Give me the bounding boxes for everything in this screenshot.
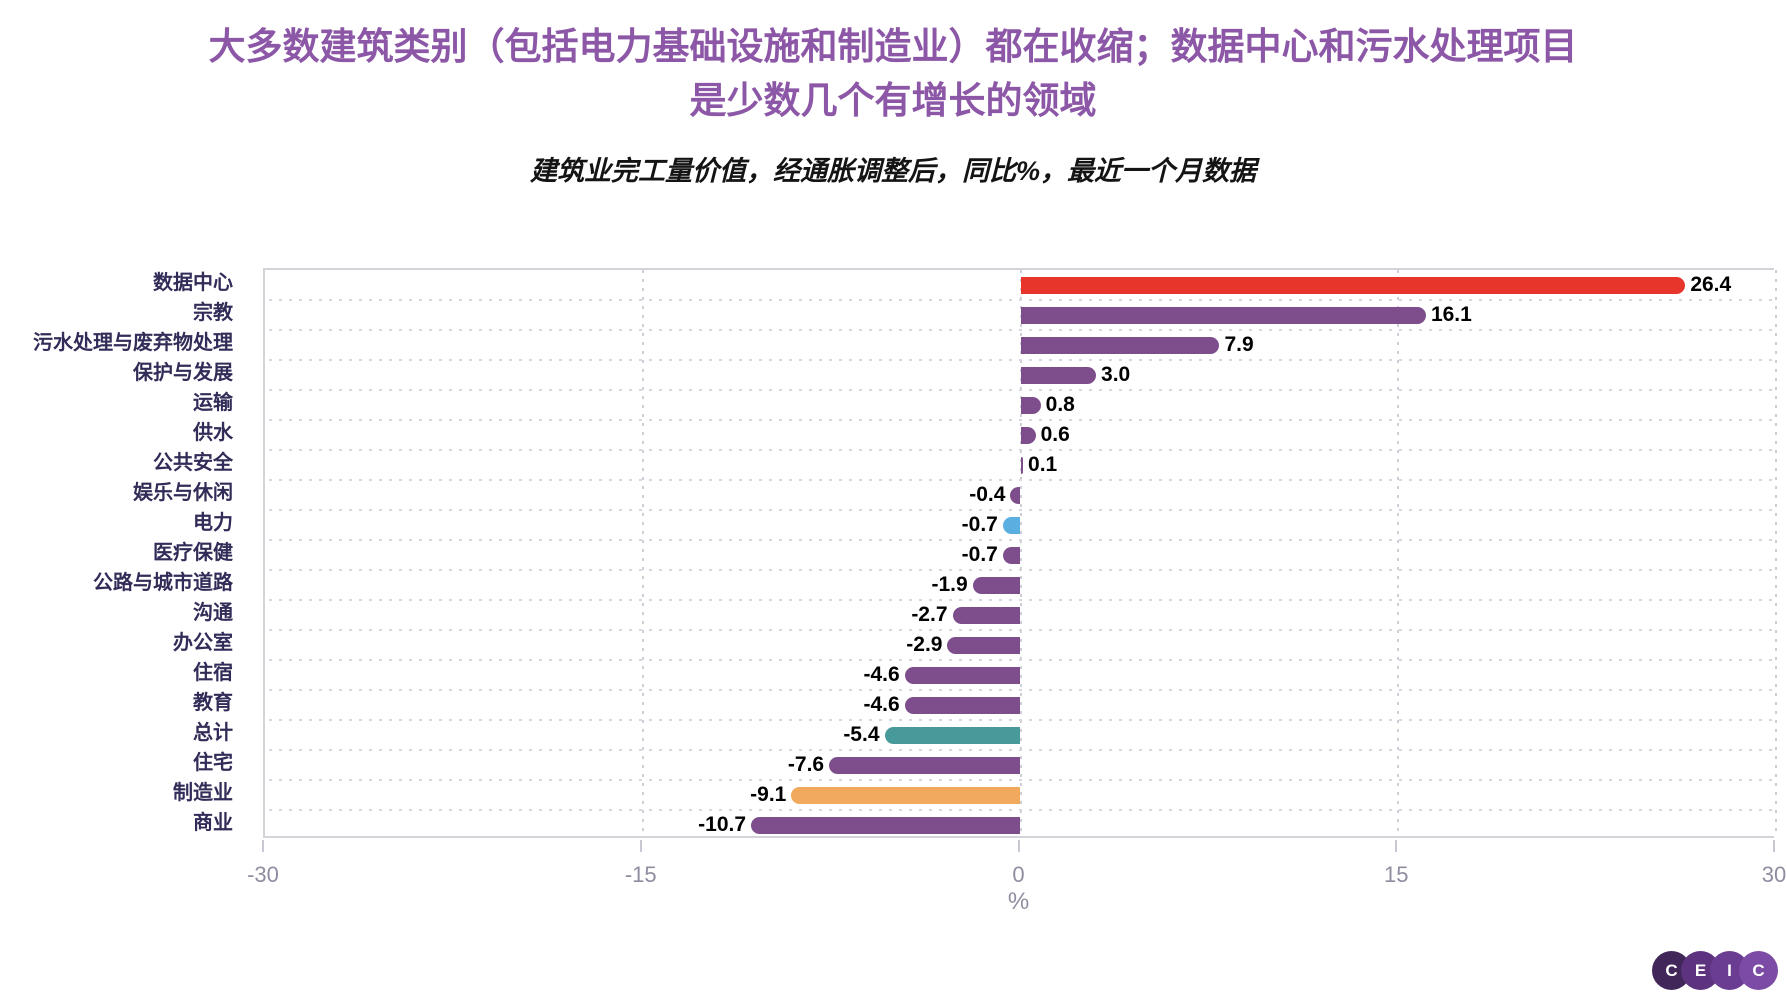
bar [1010,486,1021,504]
category-label: 宗教 [193,302,233,324]
category-label: 医疗保健 [153,542,233,564]
bar [947,636,1021,654]
bar [1020,336,1220,354]
category-label: 数据中心 [153,272,233,294]
category-label: 供水 [193,422,233,444]
category-label: 办公室 [173,632,233,654]
bar [1020,456,1024,474]
bar [884,726,1021,744]
bar [1020,396,1041,414]
value-label: -4.6 [863,663,900,686]
bar [751,816,1021,834]
category-label: 公共安全 [153,452,233,474]
x-axis: -30 -15 0 15 30 [247,840,1786,900]
bar [904,666,1021,684]
x-tick-mark [262,840,264,852]
x-tick-mark [639,840,642,852]
horizontal-gridline [269,299,1774,301]
category-label: 商业 [193,812,233,834]
value-label: -4.6 [863,693,900,716]
chart-subtitle: 建筑业完工量价值，经通胀调整后，同比%，最近一个月数据 [529,156,1256,187]
horizontal-gridline [269,389,1774,391]
chart-title: 大多数建筑类别（包括电力基础设施和制造业）都在收缩；数据中心和污水处理项目 是少… [0,20,1786,127]
value-label: 16.1 [1430,303,1472,326]
value-label: 0.6 [1040,423,1070,446]
value-label: 7.9 [1224,333,1254,356]
x-tick-mark [1773,840,1775,852]
value-label: -2.9 [906,633,943,656]
bar [1002,516,1021,534]
bar [791,786,1021,804]
bar [904,696,1021,714]
category-label: 沟通 [193,602,233,624]
category-label: 住宅 [193,752,233,774]
horizontal-gridline [269,779,1774,781]
horizontal-gridline [269,659,1774,661]
bar [1020,366,1097,384]
value-label: -7.6 [787,753,825,776]
value-label: -10.7 [698,813,747,836]
bar [1020,276,1686,294]
vertical-gridline [1775,270,1777,836]
plot-area: 26.4 16.1 7.9 3.0 0.8 0.6 0.1 -0.4 -0.7 -0.7 -1.9 -… [263,268,1777,838]
x-tick-label: -30 [247,862,279,887]
value-label: 0.8 [1045,393,1075,416]
category-label: 娱乐与休闲 [133,482,233,504]
category-label: 教育 [193,692,233,714]
value-label: -2.7 [911,603,948,626]
horizontal-gridline [269,509,1774,511]
value-label: 0.1 [1028,453,1058,476]
category-label: 公路与城市道路 [93,572,233,594]
ceic-logo-circle: C [1739,951,1778,990]
bar [1020,426,1036,444]
category-label: 保护与发展 [133,362,233,384]
chart-title-line2: 是少数几个有增长的领域 [689,79,1097,121]
bar [952,606,1021,624]
horizontal-gridline [269,689,1774,691]
category-label: 运输 [193,392,233,414]
horizontal-gridline [269,329,1774,331]
horizontal-gridline [269,449,1774,451]
vertical-gridline [1019,270,1022,836]
x-tick-label: 30 [1761,862,1786,887]
bar [972,576,1021,594]
category-axis: 数据中心宗教污水处理与废弃物处理保护与发展运输供水公共安全娱乐与休闲电力医疗保健… [0,268,233,838]
horizontal-gridline [269,809,1774,811]
bar [1020,306,1426,324]
category-label: 制造业 [173,782,233,804]
category-label: 电力 [193,512,233,534]
value-label: -1.9 [931,573,968,596]
category-label: 污水处理与废弃物处理 [33,332,233,354]
x-tick-label: 0 [1012,862,1025,887]
x-axis-title: % [1007,888,1030,915]
x-tick-label: 15 [1384,862,1409,887]
horizontal-gridline [269,419,1774,421]
horizontal-gridline [269,359,1774,361]
x-tick-mark [1395,840,1398,852]
horizontal-gridline [269,629,1774,631]
vertical-gridline [1397,270,1400,836]
value-label: -0.7 [961,543,998,566]
value-label: 3.0 [1101,363,1131,386]
horizontal-gridline [269,569,1774,571]
value-label: -0.7 [961,513,998,536]
value-label: -5.4 [843,723,880,746]
category-label: 总计 [193,722,233,744]
chart-title-line1: 大多数建筑类别（包括电力基础设施和制造业）都在收缩；数据中心和污水处理项目 [208,26,1578,67]
horizontal-gridline [269,749,1774,751]
horizontal-gridline [269,599,1774,601]
value-label: 26.4 [1690,273,1732,296]
horizontal-gridline [269,719,1774,721]
horizontal-gridline [269,479,1774,481]
vertical-gridline [641,270,644,836]
category-label: 住宿 [193,662,233,684]
value-label: -9.1 [750,783,787,806]
bar [1002,546,1021,564]
horizontal-gridline [269,539,1774,541]
bar [829,756,1021,774]
x-tick-label: -15 [624,862,657,887]
x-tick-mark [1017,840,1020,852]
value-label: -0.4 [969,483,1006,506]
